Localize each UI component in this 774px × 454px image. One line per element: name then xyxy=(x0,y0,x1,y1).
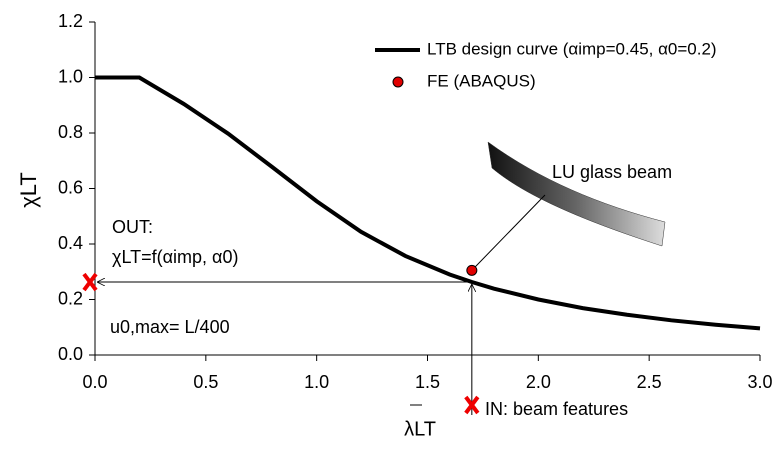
x-tick-label: 2.5 xyxy=(637,372,662,392)
x-tick-label: 0.5 xyxy=(193,372,218,392)
beam-icon xyxy=(487,141,666,247)
x-axis-label: λLT xyxy=(404,418,436,440)
annotation: OUT: xyxy=(112,217,153,237)
legend-label: FE (ABAQUS) xyxy=(427,71,536,90)
x-tick-label: 2.0 xyxy=(526,372,551,392)
y-axis-label: χLT xyxy=(16,172,41,208)
y-tick-label: 0.2 xyxy=(58,288,83,308)
design-curve xyxy=(95,75,761,331)
annotation: u0,max= L/400 xyxy=(110,317,230,337)
x-tick-label: 1.5 xyxy=(415,372,440,392)
leader-line xyxy=(471,194,546,271)
annotation: χLT=f(αimp, α0) xyxy=(112,247,238,267)
x-tick-label: 3.0 xyxy=(747,372,772,392)
y-tick-label: 0.4 xyxy=(58,233,83,253)
red-x xyxy=(464,395,480,415)
red-x xyxy=(82,272,98,292)
legend-marker xyxy=(392,76,404,88)
x-tick-label: 1.0 xyxy=(304,372,329,392)
fe-point xyxy=(466,264,478,276)
y-tick-label: 1.0 xyxy=(58,66,83,86)
y-tick-label: 0.6 xyxy=(58,177,83,197)
y-tick-label: 0.0 xyxy=(58,344,83,364)
annotation: IN: beam features xyxy=(485,399,628,419)
x-tick-label: 0.0 xyxy=(82,372,107,392)
legend-label: LTB design curve (αimp=0.45, α0=0.2) xyxy=(427,39,717,58)
annotation: LU glass beam xyxy=(552,162,672,182)
y-tick-label: 1.2 xyxy=(58,11,83,31)
y-tick-label: 0.8 xyxy=(58,122,83,142)
